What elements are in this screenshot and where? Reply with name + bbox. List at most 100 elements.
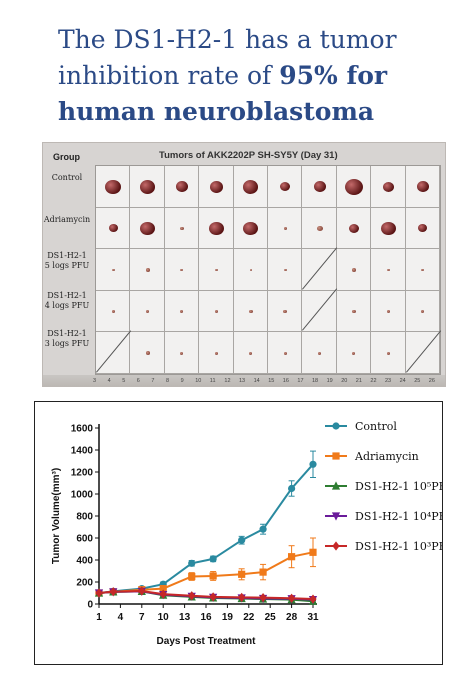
data-point [259,525,267,533]
tumor-sample [283,351,287,355]
x-tick-label: 28 [286,612,298,623]
tumor-volume-chart: 0 200 400 600 800 1000 1200 1400 1600 1 4 7 10 13 16 19… [34,401,443,665]
series-line-1 [98,551,314,594]
data-point [109,587,117,597]
tumor-sample [421,268,425,272]
ruler-tick-label: 22 [370,378,377,384]
tumor-sample [180,310,184,313]
tumor-cell [336,290,372,333]
tumor-sample [249,351,253,355]
tumor-cell [371,166,406,208]
tumor-sample [380,221,396,236]
tumor-cell [371,332,406,374]
tumor-cell [405,330,441,374]
tumor-cell [233,332,268,374]
ruler-tick-label: 24 [399,378,406,384]
tumor-cell [371,249,406,291]
ruler-tick-label: 17 [297,378,304,384]
tumor-sample [280,182,291,192]
tumor-sample [382,181,394,192]
tumor-cell [96,166,131,208]
data-point [209,555,217,563]
tumor-sample [418,224,428,233]
ruler-tick-label: 10 [195,378,202,384]
ruler-tick-label: 3 [93,378,97,384]
tumor-sample [214,268,218,272]
tumor-sample [105,179,122,194]
group-label-line: 3 logs PFU [44,339,90,348]
ruler: 3 4 5 6 7 8 9 10 11 12 13 14 15 16 17 18 19 20 21 22 23 24 25 2… [43,375,445,386]
chart-svg: 0 200 400 600 800 1000 1200 1400 1600 1 4 7 10 13 16 19… [51,420,442,647]
headline-line2-bold: 95% for [279,61,388,90]
headline: The DS1-H2-1 has a tumor inhibition rate… [58,22,458,130]
legend-label: DS1-H2-1 10⁵PFU [355,480,442,493]
y-tick-label: 600 [76,534,93,545]
tumor-cell [371,290,406,333]
series-line-4 [98,590,314,601]
y-axis-title: Tumor Volume(mm³) [51,468,62,564]
ruler-tick-label: 23 [385,378,392,384]
tumor-cell [405,290,440,333]
empty-cell-slash [96,330,132,373]
tumor-sample [214,310,218,313]
tumor-sample [111,268,115,272]
tumor-cell [130,290,165,333]
tumor-sample [175,181,188,193]
tumor-sample [180,268,184,272]
ruler-tick-label: 25 [414,378,421,384]
tumor-cell [302,288,338,333]
empty-cell-slash [302,247,338,290]
group-label-3: DS1-H2-1 4 logs PFU [43,291,91,311]
tumor-photo-panel: Group Tumors of AKK2202P SH-SY5Y (Day 31… [42,142,446,387]
x-axis-title: Days Post Treatment [157,636,257,647]
tumor-cell [164,166,200,208]
tumor-sample [140,221,156,236]
tumor-cell [130,249,165,291]
data-point [288,553,296,561]
tumor-sample [416,181,429,193]
x-tick-label: 31 [307,612,319,623]
headline-line2: inhibition rate of 95% for [58,58,458,94]
data-point [188,559,196,567]
data-point [309,460,317,468]
y-tick-label: 1400 [71,446,94,457]
x-tick-label: 19 [222,612,234,623]
tumor-cell [405,207,440,250]
legend-marker [332,452,340,460]
x-tick-label: 10 [158,612,170,623]
legend-label: DS1-H2-1 10⁴PFU [355,510,442,523]
y-tick-label: 1200 [71,468,94,479]
group-label-line: 4 logs PFU [44,301,90,310]
ruler-tick-label: 15 [268,378,275,384]
data-point [288,484,296,493]
legend-marker [331,512,341,521]
x-tick-label: 16 [200,612,212,623]
tumor-cell [199,166,234,208]
ruler-tick-label: 11 [209,378,216,384]
tumor-sample [243,221,259,236]
series-line-0 [98,463,314,594]
group-label-4: DS1-H2-1 3 logs PFU [43,329,91,349]
tumor-sample [249,269,252,271]
x-tick-label: 7 [139,612,145,623]
y-tick-label: 800 [76,512,93,523]
group-label-0: Control [43,173,91,183]
group-label-2: DS1-H2-1 5 logs PFU [43,251,91,271]
tumor-cell [336,332,372,374]
empty-cell-slash [302,288,338,332]
tumor-sample [248,309,253,314]
headline-line2-plain: inhibition rate of [58,61,280,90]
x-tick-label: 13 [179,612,191,623]
tumor-sample [180,351,184,355]
tumor-cell [336,166,372,208]
group-column-label: Group [53,152,80,162]
data-point [95,588,103,598]
tumor-cell [96,290,131,333]
tumor-cell [199,207,234,250]
tumor-sample [145,351,150,355]
tumor-sample [316,225,323,232]
legend-label: Control [355,420,397,433]
ruler-tick-label: 18 [312,378,319,384]
data-point [188,572,196,581]
tumor-cell [336,207,372,250]
